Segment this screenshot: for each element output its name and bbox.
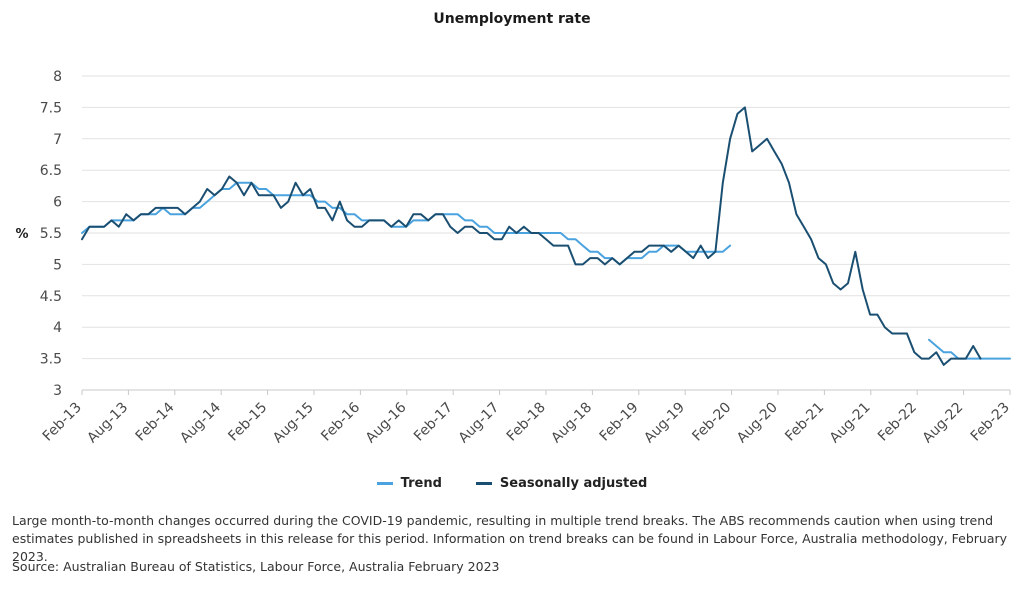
y-tick-label: 5 bbox=[53, 257, 62, 273]
y-tick-label: 8 bbox=[53, 69, 62, 85]
trend-line bbox=[81, 181, 1011, 360]
chart-title: Unemployment rate bbox=[433, 11, 591, 27]
x-tick-label: Feb-15 bbox=[225, 400, 270, 445]
legend-item-trend[interactable]: Trend bbox=[376, 476, 442, 491]
y-axis-ticks: 3 3.5 4 4.5 5 5.5 6 6.5 7 7.5 8 bbox=[40, 69, 62, 399]
x-tick-label: Aug-14 bbox=[177, 399, 224, 446]
trend-swatch bbox=[376, 482, 393, 485]
x-tick-label: Feb-17 bbox=[411, 400, 456, 445]
legend: Trend Seasonally adjusted bbox=[0, 476, 1024, 491]
x-tick-label: Aug-15 bbox=[270, 400, 317, 447]
y-tick-label: 6.5 bbox=[40, 163, 62, 179]
y-tick-label: 6 bbox=[53, 195, 62, 211]
x-tick-label: Feb-23 bbox=[968, 400, 1013, 445]
y-tick-label: 5.5 bbox=[40, 226, 62, 242]
x-tick-label: Feb-21 bbox=[782, 400, 827, 445]
line-chart: 3 3.5 4 4.5 5 5.5 6 6.5 7 7.5 8 Feb-13 Aug-13 Feb-14… bbox=[15, 69, 1013, 446]
x-tick-label: Aug-13 bbox=[84, 400, 131, 447]
x-tick-label: Aug-22 bbox=[920, 400, 967, 447]
x-tick-label: Aug-16 bbox=[363, 399, 410, 446]
legend-item-seasonally-adjusted[interactable]: Seasonally adjusted bbox=[475, 476, 648, 491]
source-note: Source: Australian Bureau of Statistics,… bbox=[12, 559, 500, 574]
series-lines bbox=[81, 106, 1011, 366]
x-tick-label: Feb-19 bbox=[597, 400, 642, 445]
y-tick-label: 3 bbox=[53, 383, 62, 399]
x-tick-label: Aug-19 bbox=[641, 400, 688, 447]
x-axis-ticks: Feb-13 Aug-13 Feb-14 Aug-14 Feb-15 Aug-15 Feb-… bbox=[40, 390, 1013, 446]
y-tick-label: 4.5 bbox=[40, 289, 62, 305]
y-tick-label: 3.5 bbox=[40, 352, 62, 368]
y-tick-label: 4 bbox=[53, 320, 62, 336]
x-tick-label: Aug-21 bbox=[827, 400, 874, 447]
seasonally-adjusted-swatch bbox=[475, 482, 492, 485]
x-tick-label: Aug-20 bbox=[734, 400, 781, 447]
x-tick-label: Aug-18 bbox=[548, 400, 595, 447]
y-tick-label: 7 bbox=[53, 132, 62, 148]
x-tick-label: Feb-22 bbox=[875, 400, 920, 445]
x-tick-label: Aug-17 bbox=[456, 400, 503, 447]
footnote: Large month-to-month changes occurred du… bbox=[12, 513, 1008, 564]
legend-label-seasonally-adjusted: Seasonally adjusted bbox=[499, 476, 648, 491]
x-tick-label: Feb-18 bbox=[504, 400, 549, 445]
x-tick-label: Feb-13 bbox=[40, 400, 85, 445]
x-tick-label: Feb-16 bbox=[318, 399, 363, 444]
x-tick-label: Feb-20 bbox=[689, 400, 734, 445]
y-tick-label: 7.5 bbox=[40, 100, 62, 116]
legend-label-trend: Trend bbox=[400, 476, 442, 491]
y-axis-title: % bbox=[15, 227, 28, 242]
x-tick-label: Feb-14 bbox=[133, 399, 178, 444]
seasonally-adjusted-line bbox=[81, 106, 982, 366]
